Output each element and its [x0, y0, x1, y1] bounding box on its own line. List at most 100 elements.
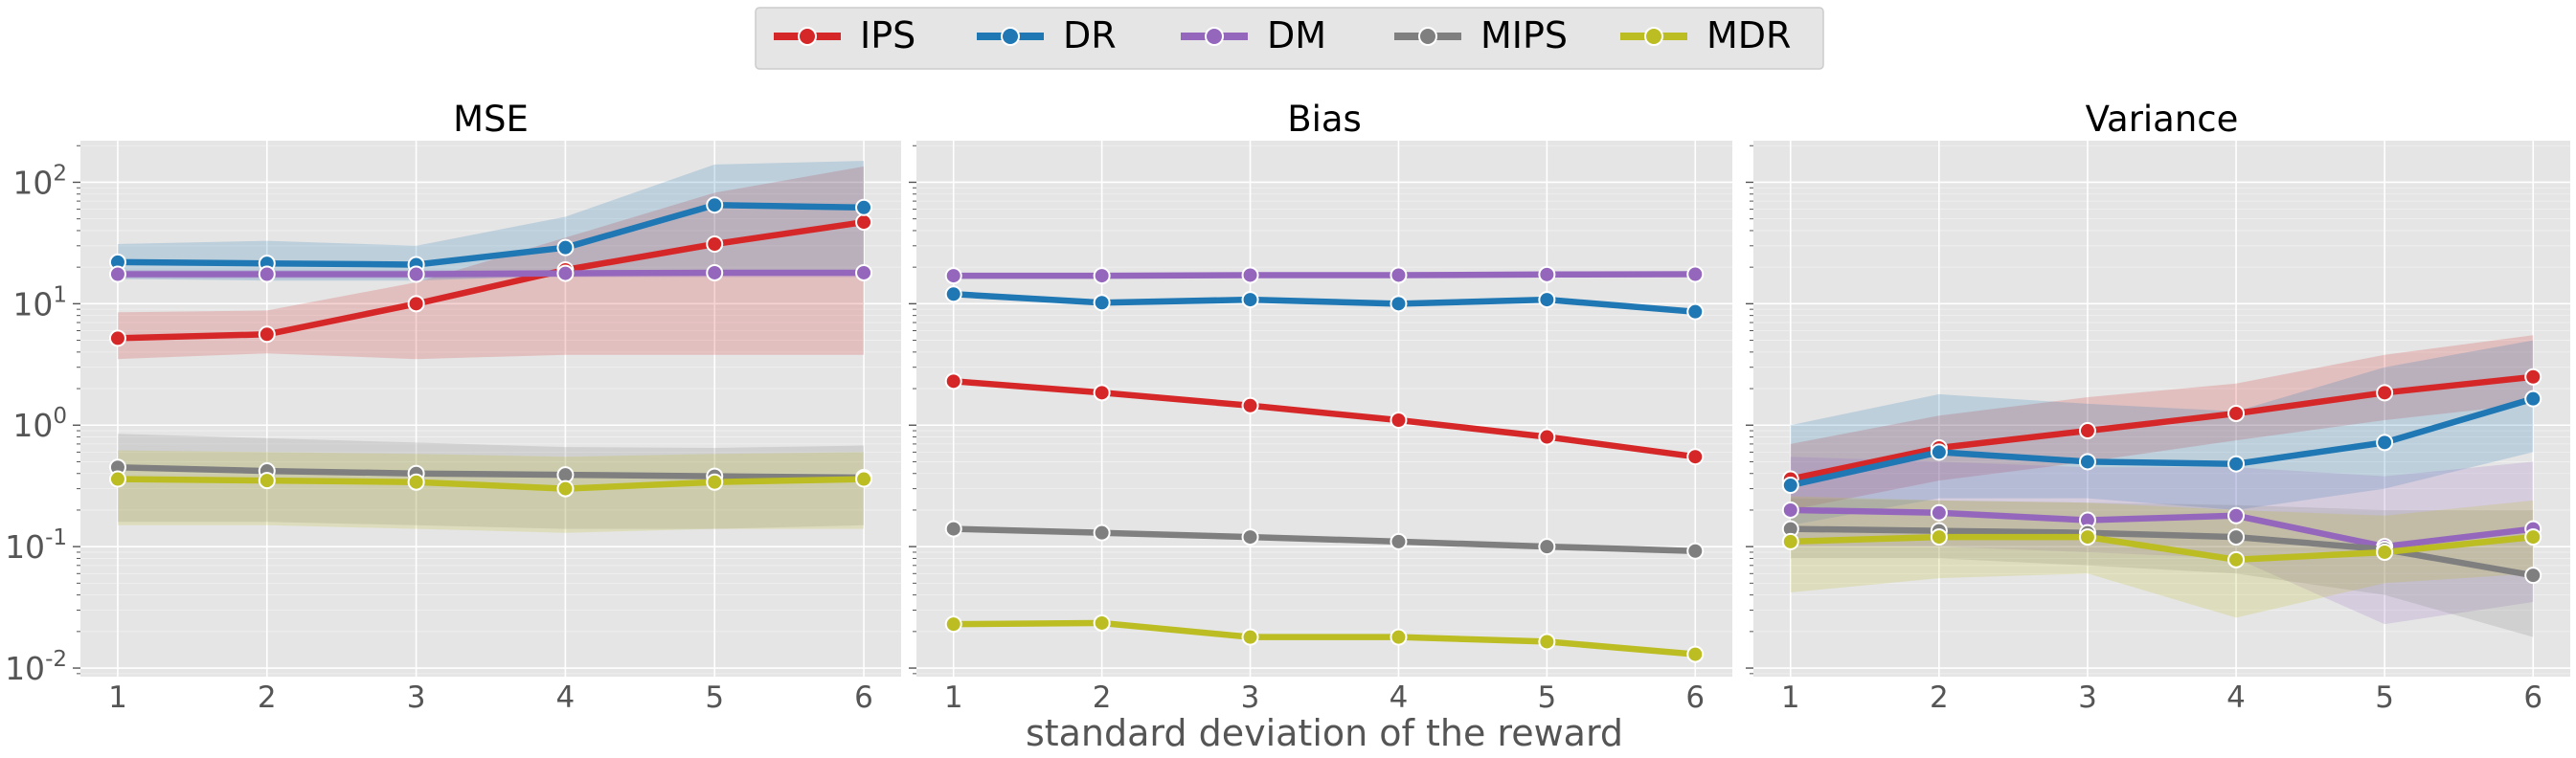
x-tick-label: 4	[2226, 680, 2246, 715]
point-dm	[1241, 266, 1259, 284]
point-ips	[1686, 448, 1705, 466]
x-tick-label: 5	[1537, 680, 1556, 715]
point-mdr	[1390, 628, 1408, 646]
band-mdr	[118, 450, 864, 533]
point-dr	[1390, 295, 1408, 313]
point-dr	[2524, 390, 2542, 408]
series-line-ips	[1787, 373, 2537, 482]
x-tick-label: 6	[2523, 680, 2542, 715]
y-tick-label: 10-1	[5, 525, 67, 566]
point-ips	[2376, 384, 2394, 402]
legend-marker-dm	[1205, 27, 1224, 46]
x-tick-label: 2	[258, 680, 277, 715]
point-dr	[1538, 291, 1556, 309]
plot-area-mse	[80, 141, 901, 677]
point-mips	[1686, 542, 1705, 560]
point-ips	[407, 295, 425, 313]
point-mdr	[706, 473, 724, 491]
series-line-mips	[1787, 525, 2537, 579]
point-dr	[1686, 302, 1705, 321]
point-dm	[407, 265, 425, 283]
legend-item-mdr: MDR	[1620, 14, 1791, 56]
series-line-mdr	[1787, 533, 2537, 564]
point-mdr	[556, 479, 575, 498]
y-tick-label: 10-2	[5, 647, 67, 687]
series-layer-bias	[944, 265, 1705, 663]
point-dm	[1390, 266, 1408, 284]
panel-bias: 1 2 3 4 5 6 Bias	[909, 99, 1732, 715]
series-line-dr	[950, 291, 1699, 315]
series-line-ips	[950, 378, 1699, 460]
series-line-mdr	[114, 476, 868, 492]
point-dm	[1781, 501, 1799, 519]
point-mdr	[2376, 543, 2394, 561]
point-dm	[556, 264, 575, 282]
panel-title-mse: MSE	[453, 99, 529, 140]
point-mips	[1241, 528, 1259, 546]
point-mdr	[855, 470, 873, 488]
point-mdr	[407, 473, 425, 491]
legend-marker-mips	[1418, 27, 1437, 46]
point-dr	[2376, 434, 2394, 452]
point-mdr	[944, 615, 962, 634]
point-mips	[2227, 528, 2246, 546]
panel-title-bias: Bias	[1287, 99, 1362, 140]
point-dm	[1538, 265, 1556, 283]
point-dr	[855, 198, 873, 216]
point-dm	[258, 265, 276, 283]
x-tick-label: 1	[1781, 680, 1800, 715]
legend-label-dr: DR	[1063, 14, 1117, 56]
point-ips	[1241, 396, 1259, 414]
series-line-mips	[114, 464, 868, 481]
legend-item-dr: DR	[977, 14, 1117, 56]
point-dm	[855, 263, 873, 281]
panel-variance: 1 2 3 4 5 6 Variance	[1746, 99, 2570, 715]
legend-marker-dr	[1001, 27, 1020, 46]
x-tick-label: 4	[1390, 680, 1409, 715]
point-ips	[1390, 411, 1408, 429]
series-layer-mse	[108, 161, 873, 533]
series-line-dm	[950, 271, 1699, 279]
plot-area-variance	[1753, 141, 2570, 677]
legend-marker-ips	[798, 27, 817, 46]
point-ips	[1093, 384, 1111, 402]
panel-mse: 10-2 10-1 100 101 102 1 2 3 4 5 6 MSE	[5, 99, 901, 715]
point-mdr	[1093, 613, 1111, 632]
point-mdr	[1686, 645, 1705, 663]
point-dm	[706, 263, 724, 281]
band-dr	[1790, 340, 2534, 525]
x-tick-label: 3	[407, 680, 426, 715]
point-dr	[556, 238, 575, 256]
point-mdr	[2078, 528, 2096, 546]
point-ips	[258, 325, 276, 344]
point-dr	[1241, 291, 1259, 309]
point-mips	[1538, 538, 1556, 556]
point-dr	[1781, 477, 1799, 495]
legend-label-dm: DM	[1267, 14, 1326, 56]
point-dr	[1093, 294, 1111, 312]
point-mips	[2524, 567, 2542, 585]
legend-box	[755, 7, 1824, 70]
y-tick-label: 100	[12, 404, 67, 444]
point-mips	[1390, 532, 1408, 550]
point-dr	[2227, 455, 2246, 473]
point-dr	[2078, 453, 2096, 471]
point-mdr	[1538, 633, 1556, 651]
x-tick-label: 3	[2078, 680, 2097, 715]
x-tick-label: 5	[2375, 680, 2394, 715]
x-tick-label: 1	[108, 680, 127, 715]
point-dr	[1930, 443, 1948, 461]
x-tick-label: 6	[1685, 680, 1705, 715]
point-dr	[944, 285, 962, 303]
legend-label-mdr: MDR	[1706, 14, 1791, 56]
point-dr	[706, 196, 724, 214]
x-tick-label: 3	[1241, 680, 1260, 715]
x-tick-label: 2	[1093, 680, 1112, 715]
point-mdr	[2524, 528, 2542, 546]
band-dm	[1790, 457, 2534, 625]
series-layer-variance	[1781, 335, 2542, 637]
point-dm	[1686, 265, 1705, 283]
series-line-dr	[1787, 395, 2537, 489]
legend: IPS DR DM MIPS MDR	[755, 7, 1824, 70]
